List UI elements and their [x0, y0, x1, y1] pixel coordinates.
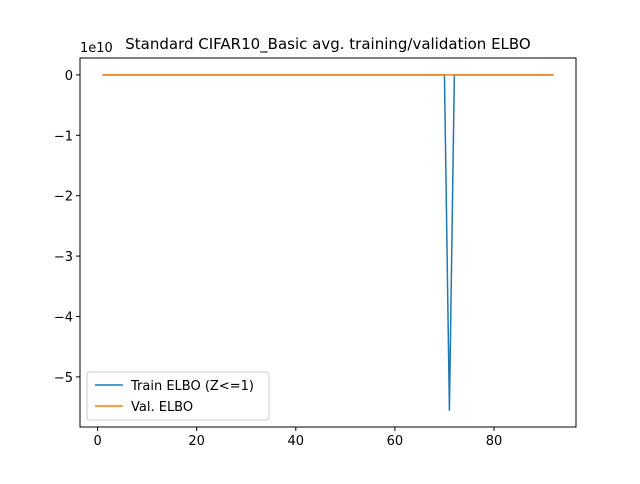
- series-layer: [102, 74, 554, 411]
- x-axis: 0 20 40 60 80: [93, 427, 502, 449]
- y-tick-label: −3: [54, 250, 73, 265]
- x-tick-label: 60: [387, 434, 404, 449]
- x-tick-label: 40: [288, 434, 305, 449]
- y-tick-label: −2: [54, 190, 73, 205]
- y-tick-label: −5: [54, 371, 73, 386]
- legend-box: [86, 371, 270, 421]
- legend-label-train: Train ELBO (Z<=1): [130, 379, 254, 394]
- y-axis: 0 −1 −2 −3 −4 −5: [54, 69, 80, 386]
- y-tick-label: −4: [54, 310, 73, 325]
- legend-label-val: Val. ELBO: [131, 400, 193, 415]
- x-tick-label: 0: [93, 434, 101, 449]
- plot-frame: [79, 57, 577, 428]
- y-tick-label: 0: [65, 69, 73, 84]
- x-tick-label: 80: [486, 434, 503, 449]
- y-tick-label: −1: [54, 129, 73, 144]
- y-offset-text: 1e10: [80, 41, 113, 56]
- chart-title: Standard CIFAR10_Basic avg. training/val…: [125, 35, 530, 54]
- x-tick-label: 20: [188, 434, 205, 449]
- legend: Train ELBO (Z<=1) Val. ELBO: [86, 371, 270, 421]
